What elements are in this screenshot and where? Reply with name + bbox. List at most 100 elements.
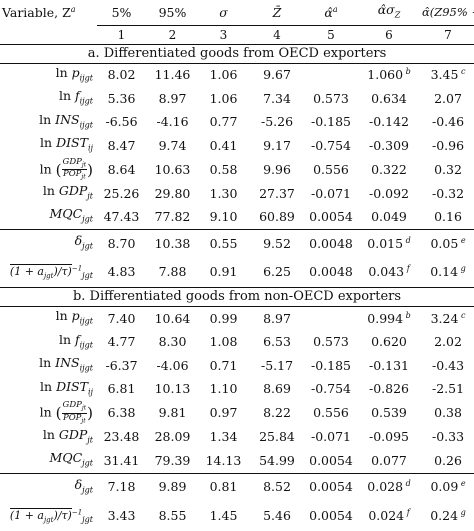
cell-col-6: -0.826 (356, 378, 422, 402)
cell-value: 9.17 (263, 137, 291, 153)
cell-col-1: 8.64 (97, 158, 146, 182)
cell-value: 0.55 (209, 235, 238, 251)
cell-value: 0.0054 (309, 209, 353, 225)
cell-value: 1.060 (367, 67, 404, 83)
ln-prefix: ln (55, 64, 72, 80)
table-row: ln INSijgt -6.56 -4.16 0.77 -5.26 -0.185 -0.14… (0, 111, 474, 135)
cell-col-6: -0.142 (356, 111, 422, 135)
cell-value: 0.77 (209, 114, 238, 130)
cell-col-7: -2.51 (422, 378, 474, 402)
cell-value: -0.754 (310, 381, 351, 397)
panel-title: b. Differentiated goods from non-OECD ex… (0, 287, 474, 307)
cell-col-6: 0.620 (356, 331, 422, 355)
cell-col-3: 1.34 (199, 426, 248, 450)
cell-value: -0.96 (431, 137, 465, 153)
cell-value: 8.02 (107, 67, 136, 83)
cell-col-2: 8.55 (146, 501, 199, 531)
cell-value: 47.43 (103, 209, 140, 225)
variable-name: MQC (49, 450, 83, 466)
cell-col-5 (306, 62, 356, 87)
table-row: ln DISTij 8.47 9.74 0.41 9.17 -0.754 -0.309 -0.… (0, 134, 474, 158)
cell-value: 0.16 (434, 209, 462, 225)
cell-col-6: 0.077 (356, 449, 422, 473)
paren-close: ) (87, 160, 93, 179)
cell-col-5: 0.0054 (306, 449, 356, 473)
variable-sub: ij (87, 387, 93, 397)
variable-name: INS (55, 111, 80, 127)
cell-col-2: 10.64 (146, 306, 199, 331)
cell-value: 0.556 (313, 161, 349, 177)
cell-col-7: 0.32 (422, 158, 474, 182)
ln-prefix: ln (42, 426, 59, 442)
cell-col-1: -6.37 (97, 354, 146, 378)
footnote-letter: e (460, 479, 466, 489)
variable-sub: jgt (82, 241, 93, 251)
cell-value: 0.573 (313, 90, 349, 106)
cell-col-2: -4.16 (146, 111, 199, 135)
cell-col-7: 2.02 (422, 331, 474, 355)
cell-value: 0.71 (209, 357, 238, 373)
footnote-mark: e (458, 235, 466, 244)
variable-sub: jt (87, 435, 93, 445)
cell-col-4: 9.96 (248, 158, 306, 182)
variable-name: p (71, 64, 80, 80)
cell-col-5: 0.573 (306, 331, 356, 355)
cell-value: -0.33 (431, 429, 465, 445)
cell-col-3: 0.58 (199, 158, 248, 182)
cell-value: -0.46 (431, 114, 465, 130)
cell-value: 3.24 (430, 310, 459, 326)
cell-value: 9.10 (209, 209, 238, 225)
cell-col-5: -0.071 (306, 426, 356, 450)
cell-value: 25.84 (259, 429, 295, 445)
column-number: 6 (356, 24, 422, 44)
ln-text: ln (39, 404, 52, 420)
row-label: ln (GDPjt POPjt) (0, 158, 97, 182)
row-label: ln INSijgt (0, 111, 97, 135)
cell-value: 9.74 (158, 137, 187, 153)
column-number: 4 (248, 24, 306, 44)
footnote-mark: g (458, 508, 466, 517)
cell-col-7: 2.07 (422, 87, 474, 111)
cell-value: -0.131 (368, 357, 409, 373)
cell-col-7: -0.32 (422, 182, 474, 206)
cell-col-3: 1.06 (199, 87, 248, 111)
table-row: ln pijgt 7.40 10.64 0.99 8.97 0.994 b 3.24 c (0, 306, 474, 331)
row-label: MQCjgt (0, 449, 97, 473)
variable-sub: jgt (82, 458, 93, 468)
cell-col-1: 3.43 (97, 501, 146, 531)
variable-sub: jgt (82, 214, 93, 224)
column-number: 5 (306, 24, 356, 44)
cell-col-7: 0.09 e (422, 472, 474, 502)
cell-value: 60.89 (259, 209, 295, 225)
cell-col-6: 0.049 (356, 205, 422, 229)
header-variable: Variable, Za (2, 4, 76, 20)
footnote-mark: e (458, 479, 466, 489)
cell-col-1: 7.40 (97, 306, 146, 331)
cell-value: 8.30 (158, 334, 187, 350)
table-row: ln (GDPjt POPjt) 8.64 10.63 0.58 9.96 0.556 0.3… (0, 158, 474, 182)
cell-col-1: 5.36 (97, 87, 146, 111)
cell-value: 0.0048 (309, 264, 353, 280)
footnote-letter: f (406, 507, 410, 517)
variable-name: INS (55, 355, 80, 371)
cell-col-7: 0.24 g (422, 501, 474, 531)
cell-value: 8.47 (107, 137, 136, 153)
variable-name: p (71, 308, 80, 324)
paren-open: ( (55, 160, 62, 179)
cell-col-3: 0.99 (199, 306, 248, 331)
cell-value: 1.34 (209, 429, 238, 445)
cell-value: 6.53 (263, 334, 291, 350)
cell-col-7: -0.46 (422, 111, 474, 135)
cell-col-2: 9.74 (146, 134, 199, 158)
cell-col-3: 1.45 (199, 501, 248, 531)
column-number: 7 (422, 24, 474, 44)
footnote-letter: c (460, 310, 466, 320)
cell-col-5: 0.0048 (306, 257, 356, 287)
cell-value: -0.754 (310, 137, 351, 153)
cell-col-3: 1.10 (199, 378, 248, 402)
cell-value: -0.309 (368, 137, 409, 153)
cell-col-6: 0.539 (356, 401, 422, 425)
cell-value: -4.16 (156, 114, 189, 130)
